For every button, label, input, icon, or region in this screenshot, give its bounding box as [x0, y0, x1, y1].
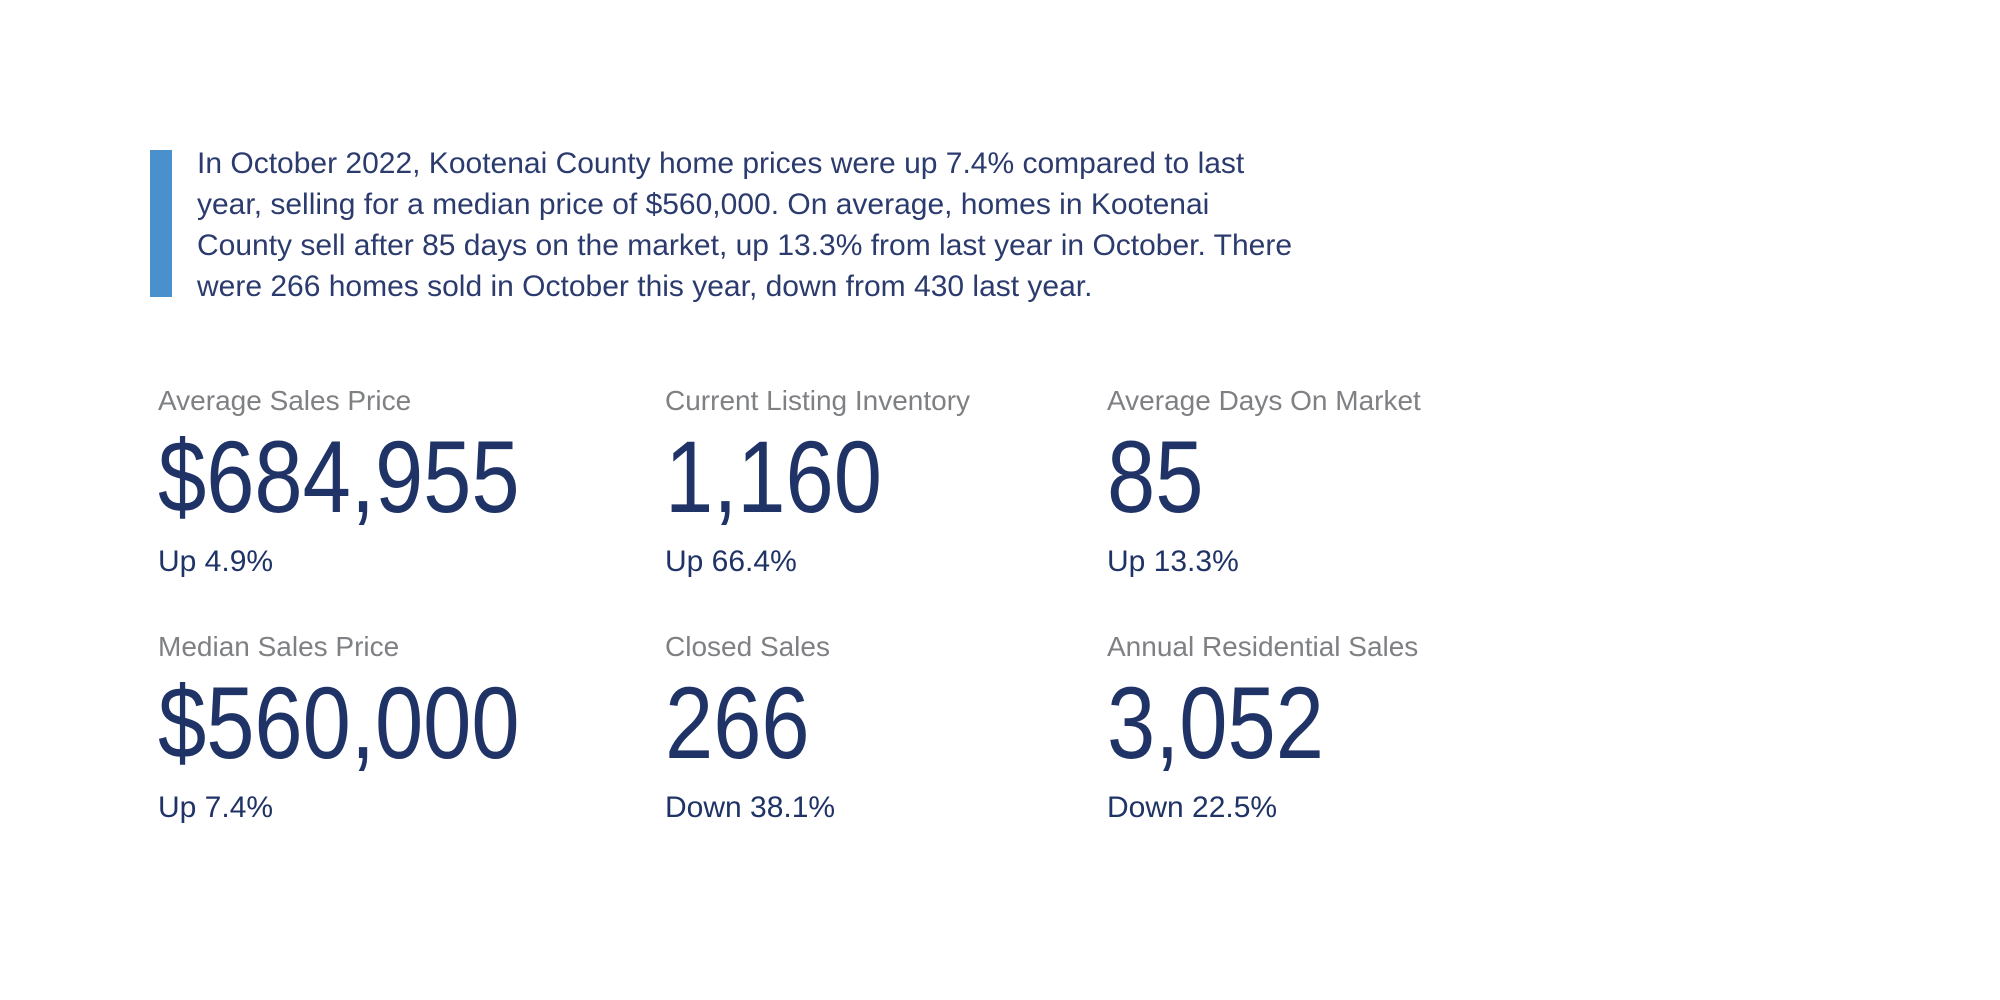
- stat-label: Closed Sales: [665, 631, 830, 663]
- quote-accent-bar: [150, 150, 172, 297]
- stat-value: 85: [1107, 420, 1204, 534]
- stat-value: $560,000: [158, 666, 520, 781]
- stat-card-average-sales-price: Average Sales Price $684,955 Up 4.9%: [158, 384, 665, 580]
- market-summary-quote: In October 2022, Kootenai County home pr…: [150, 143, 1292, 307]
- stat-change: Up 4.9%: [158, 545, 274, 579]
- stat-value: 1,160: [665, 420, 882, 534]
- stat-card-annual-residential-sales: Annual Residential Sales 3,052 Down 22.5…: [1107, 630, 1421, 826]
- stat-change: Up 66.4%: [665, 545, 797, 579]
- stat-card-closed-sales: Closed Sales 266 Down 38.1%: [665, 630, 1107, 826]
- summary-line: were 266 homes sold in October this year…: [197, 270, 1093, 303]
- stat-value: $684,955: [158, 420, 520, 534]
- stat-label: Current Listing Inventory: [665, 385, 971, 416]
- stat-label: Average Days On Market: [1107, 385, 1421, 416]
- stat-value: 266: [665, 666, 810, 781]
- stat-change: Up 7.4%: [158, 791, 274, 825]
- stat-value: 3,052: [1107, 666, 1324, 781]
- stat-card-current-listing-inventory: Current Listing Inventory 1,160 Up 66.4%: [665, 384, 1107, 580]
- market-summary-text: In October 2022, Kootenai County home pr…: [197, 143, 1292, 307]
- stat-change: Down 22.5%: [1107, 791, 1278, 825]
- stat-label: Average Sales Price: [158, 385, 412, 416]
- stat-label: Median Sales Price: [158, 631, 400, 663]
- summary-line: In October 2022, Kootenai County home pr…: [197, 147, 1245, 180]
- stat-change: Up 13.3%: [1107, 545, 1239, 579]
- summary-line: County sell after 85 days on the market,…: [197, 229, 1292, 262]
- summary-line: year, selling for a median price of $560…: [197, 188, 1210, 221]
- stat-label: Annual Residential Sales: [1107, 631, 1419, 663]
- stat-change: Down 38.1%: [665, 791, 836, 825]
- stat-card-median-sales-price: Median Sales Price $560,000 Up 7.4%: [158, 630, 665, 826]
- stat-card-average-days-on-market: Average Days On Market 85 Up 13.3%: [1107, 384, 1421, 580]
- market-stats-grid: Average Sales Price $684,955 Up 4.9% Cur…: [158, 384, 1421, 826]
